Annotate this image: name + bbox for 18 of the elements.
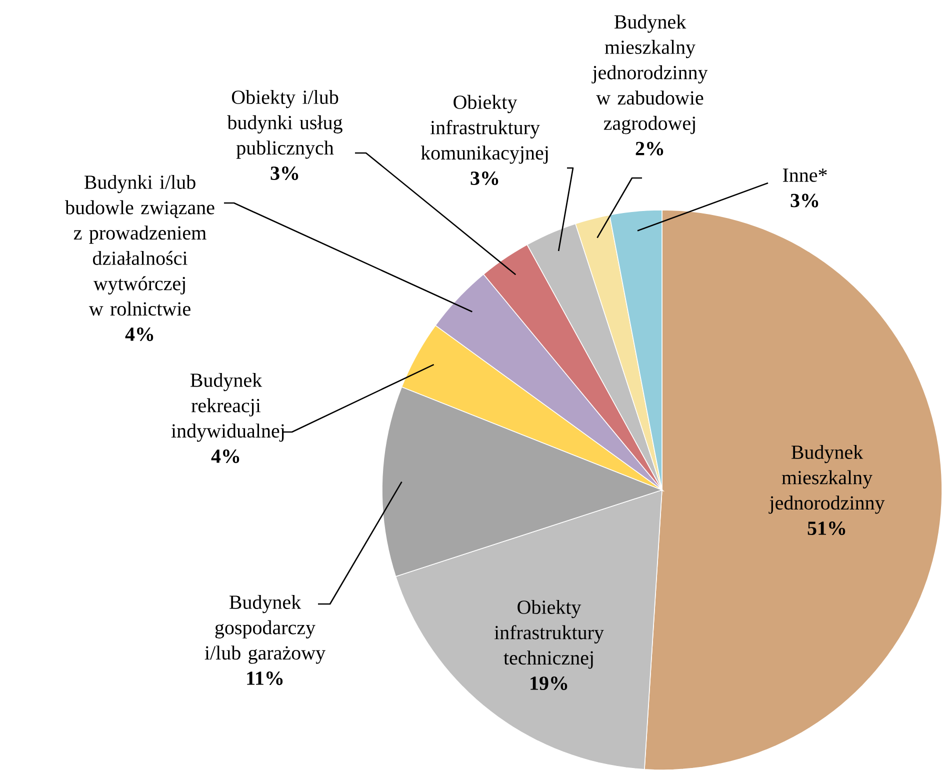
data-label: 11% — [247, 672, 283, 686]
data-label: 3% — [790, 194, 818, 208]
slice-label: Budynek rekreacji indywidualnej — [171, 372, 284, 442]
slice-label: Budynek gospodarczy i/lub garażowy — [204, 594, 326, 664]
slice-label: Budynki i/lub budowle związane z prowadzeniem działalności wytwórczej w rolnictwie — [65, 174, 214, 316]
slice-label: Budynek mieszkalny jednorodzinny w zabudowie zagrodowej — [592, 14, 708, 134]
data-label: 51% — [808, 522, 846, 536]
slice-label: Inne* — [782, 168, 827, 182]
data-label: 3% — [270, 166, 298, 180]
slice-label: Obiekty i/lub budynki usług publicznych — [227, 90, 342, 159]
data-label: 2% — [636, 142, 664, 156]
data-label: 3% — [470, 172, 498, 186]
slice-label: Budynek mieszkalny jednorodzinny — [768, 444, 885, 514]
data-label: 4% — [125, 328, 154, 342]
slice-label: Obiekty infrastruktury technicznej — [494, 600, 604, 669]
data-label: 19% — [530, 676, 568, 690]
slice-label: Obiekty infrastruktury komunikacyjnej — [420, 94, 548, 164]
data-label: 4% — [211, 450, 240, 464]
